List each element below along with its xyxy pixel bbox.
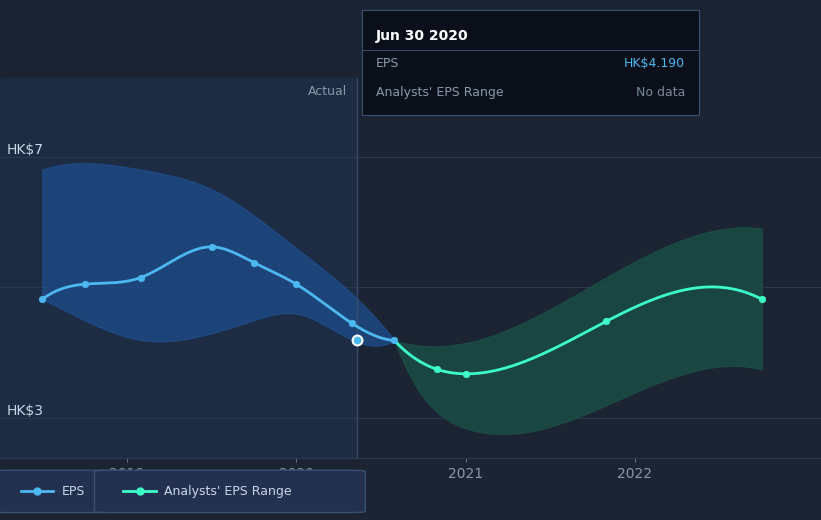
Point (459, 370, 472, 378)
Point (599, 317, 612, 326)
FancyBboxPatch shape (0, 470, 119, 513)
Text: Analysts Forecasts: Analysts Forecasts (367, 85, 484, 98)
Text: Jun 30 2020: Jun 30 2020 (375, 29, 468, 43)
Text: Analysts' EPS Range: Analysts' EPS Range (164, 485, 291, 498)
Point (755, 295, 768, 303)
Point (351, 336, 364, 345)
Text: Analysts' EPS Range: Analysts' EPS Range (375, 85, 503, 98)
Text: HK$3: HK$3 (7, 405, 44, 418)
Point (430, 365, 443, 373)
Point (36, 295, 49, 303)
Point (78, 280, 91, 288)
Text: Actual: Actual (308, 85, 347, 98)
Text: HK$4.190: HK$4.190 (624, 57, 686, 70)
Text: HK$7: HK$7 (7, 142, 44, 157)
Bar (0, 78, 357, 458)
Point (205, 243, 218, 251)
Point (346, 319, 359, 328)
Point (134, 274, 147, 282)
Text: EPS: EPS (375, 57, 399, 70)
Bar (357, 78, 821, 458)
Point (247, 258, 260, 267)
Text: EPS: EPS (62, 485, 85, 498)
Point (290, 280, 303, 288)
Point (388, 336, 401, 345)
Text: No data: No data (635, 85, 686, 98)
FancyBboxPatch shape (94, 470, 365, 513)
